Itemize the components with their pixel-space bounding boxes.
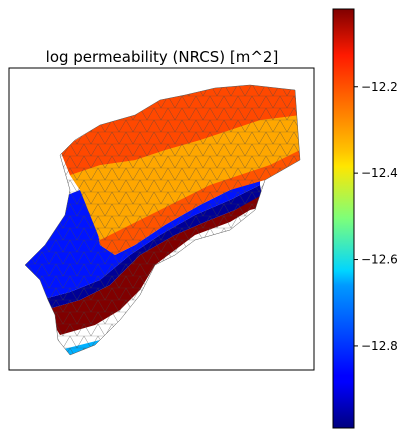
colorbar-tick-label: −12.4 (361, 166, 398, 180)
colorbar-tick-label: −12.8 (361, 339, 398, 353)
colorbar-ticks: −12.2 −12.4 −12.6 −12.8 (354, 80, 398, 353)
chart-title: log permeability (NRCS) [m^2] (46, 48, 279, 66)
colorbar (332, 8, 355, 429)
domain-outline (24, 84, 301, 356)
colorbar-tick-label: −12.6 (361, 253, 398, 267)
colorbar-tick-label: −12.2 (361, 80, 398, 94)
